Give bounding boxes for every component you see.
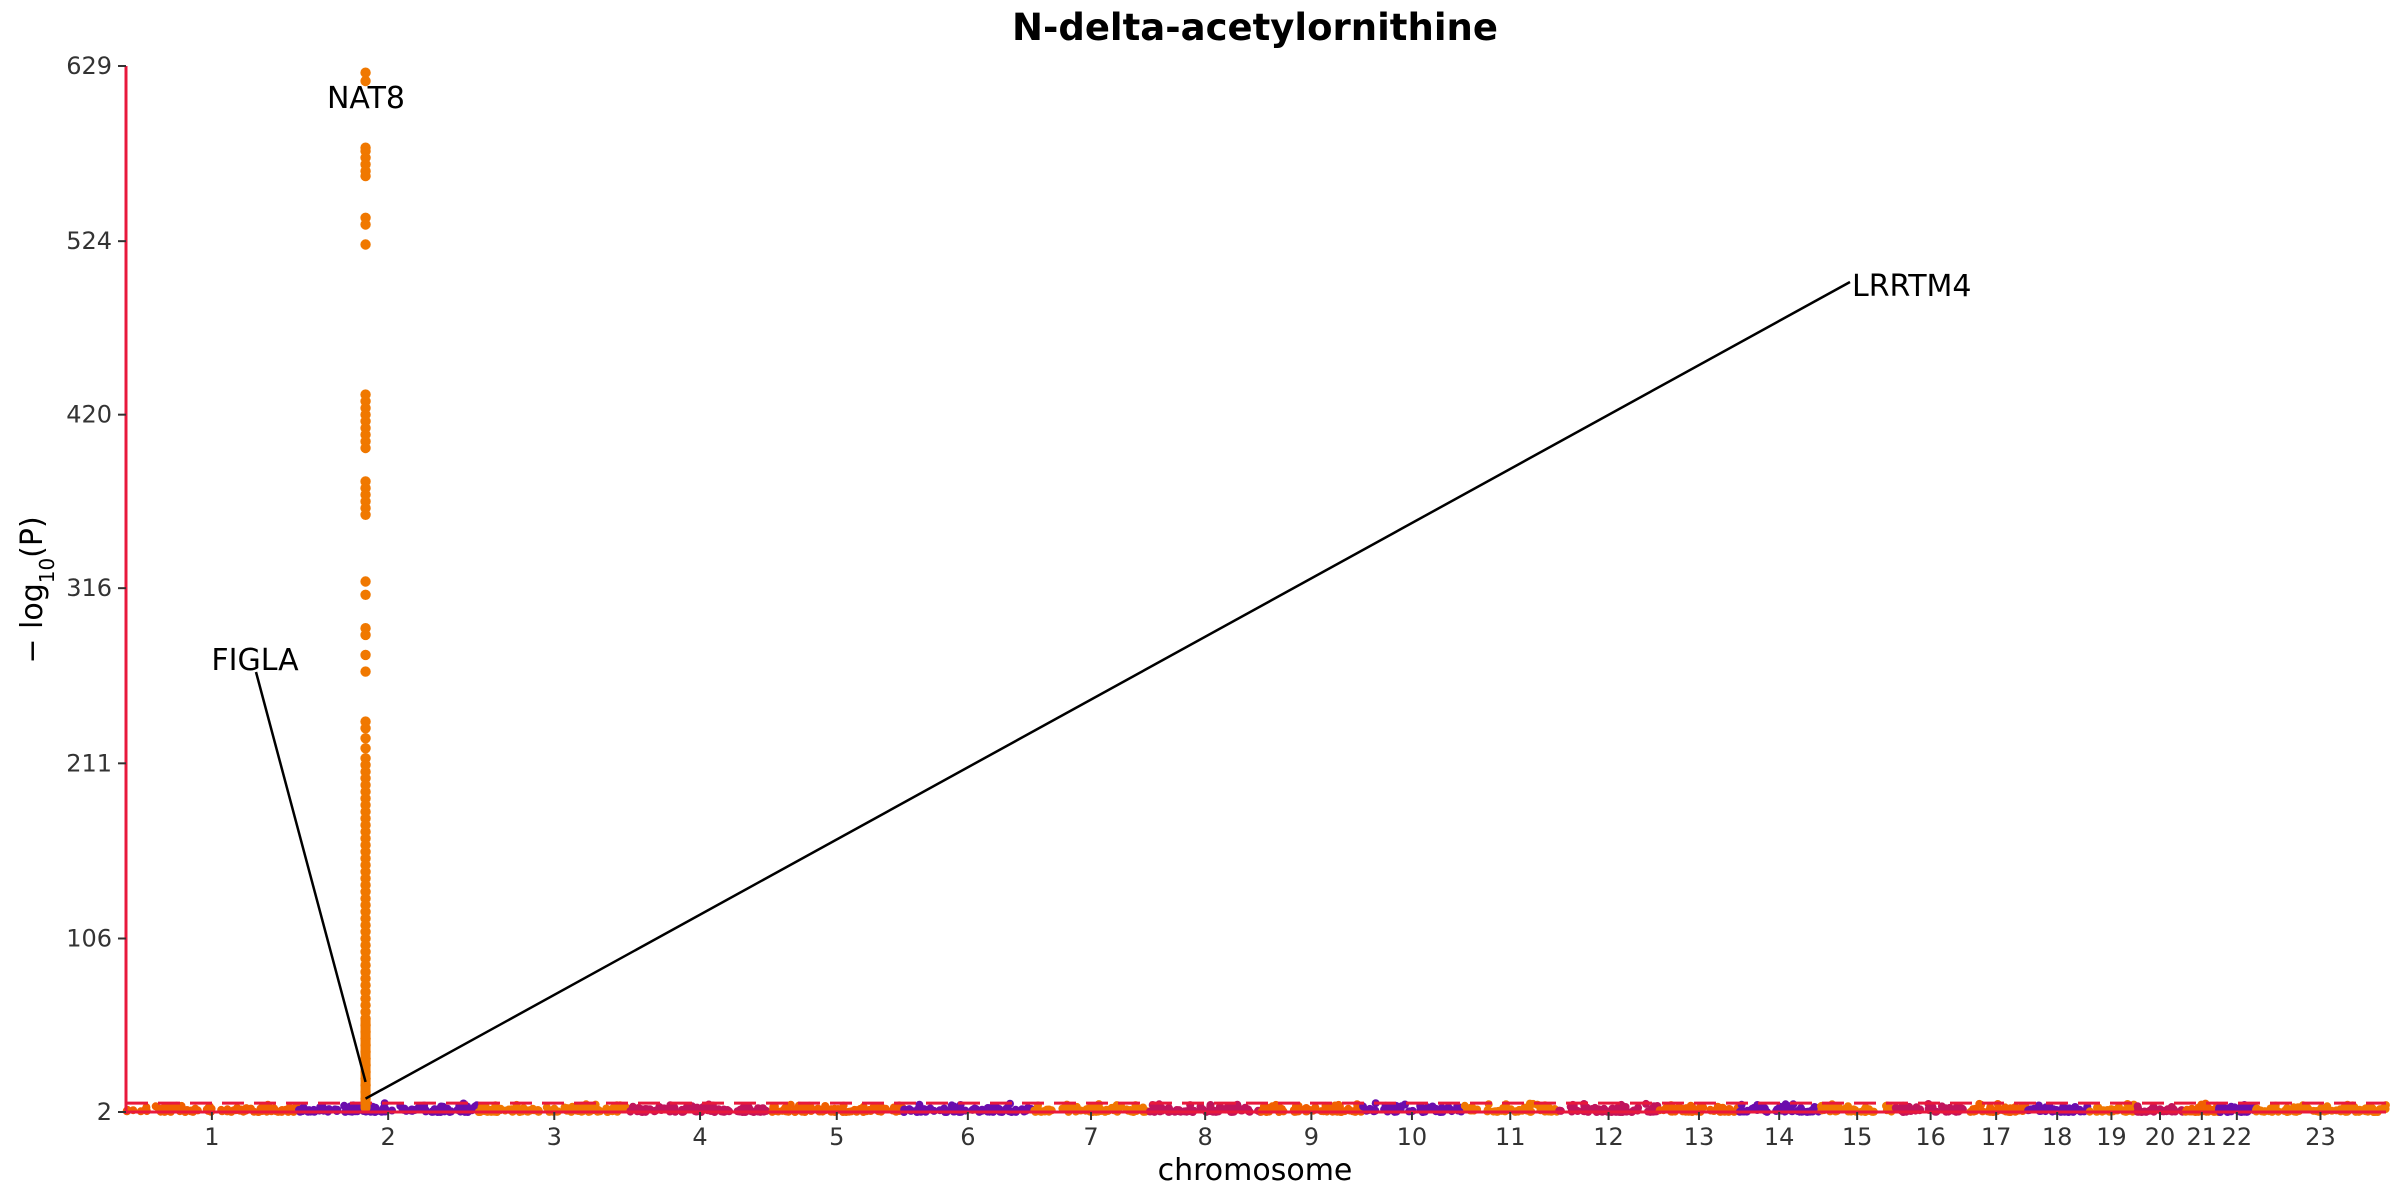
data-point [1206,1101,1215,1109]
data-point [360,239,371,250]
data-point [360,442,371,454]
y-tick-label: 106 [66,925,112,953]
data-point [1023,1103,1032,1112]
plot-area [122,67,2390,1116]
y-tick-label: 211 [66,749,112,777]
data-point [360,509,371,520]
x-tick-label: 19 [2096,1123,2127,1151]
data-point [1820,1103,1829,1112]
x-tick-label: 5 [829,1123,844,1151]
y-tick-label: 420 [66,401,112,429]
x-tick-label: 23 [2305,1123,2336,1151]
data-point [1386,1103,1395,1111]
data-point [1957,1104,1966,1113]
y-tick-label: 316 [66,574,112,602]
data-point [2283,1104,2291,1113]
data-point [786,1100,795,1109]
data-point [1272,1103,1281,1112]
x-axis-label: chromosome [1158,1153,1353,1188]
x-tick-label: 16 [1915,1123,1946,1151]
x-tick-label: 11 [1495,1123,1526,1151]
data-point [360,649,371,661]
data-point [759,1104,768,1113]
x-axis: 1 2 3 4 5 6 7 8 9 10 11 12 13 14 15 16 17 18 19 20 21 22 23 [126,1110,2386,1151]
chart-title: N-delta-acetylornithine [1012,6,1498,49]
data-point [360,589,371,600]
data-point [1986,1103,1995,1112]
data-point [360,219,371,230]
x-tick-label: 15 [1842,1123,1873,1151]
data-point [2065,1104,2074,1113]
peak-points [360,67,371,1112]
data-point [2294,1103,2302,1112]
data-point [340,1101,349,1110]
data-point [1699,1103,1708,1112]
annotation-leader-line [364,280,1851,1100]
data-point [2017,1102,2026,1111]
x-tick-label: 12 [1593,1123,1624,1151]
y-axis: 2 106 211 316 420 524 629 [66,52,128,1126]
data-point [360,629,371,641]
data-point [950,1102,958,1111]
x-tick-label: 22 [2222,1123,2253,1151]
data-point [360,576,371,587]
x-tick-label: 4 [692,1123,707,1151]
x-tick-label: 2 [381,1123,396,1151]
data-point [2093,1103,2101,1112]
x-tick-label: 20 [2145,1123,2176,1151]
x-tick-label: 10 [1397,1123,1428,1151]
y-tick-label: 629 [66,52,112,80]
annotation-label: LRRTM4 [1852,269,1972,304]
data-point [1241,1103,1250,1112]
annotation-label: NAT8 [327,81,405,116]
data-point [984,1104,993,1113]
x-tick-label: 8 [1198,1123,1213,1151]
data-point [360,733,371,744]
data-point [1397,1102,1406,1111]
data-point [1941,1104,1950,1113]
x-tick-label: 9 [1304,1123,1319,1151]
annotations: NAT8 FIGLA LRRTM4 [211,81,1972,1100]
data-point [1682,1104,1691,1113]
data-point [360,743,371,754]
y-tick-label: 2 [97,1098,112,1126]
x-tick-label: 14 [1764,1123,1795,1151]
x-tick-label: 3 [547,1123,562,1151]
annotation-label: FIGLA [211,643,299,678]
x-tick-label: 13 [1684,1123,1715,1151]
x-tick-label: 21 [2187,1123,2218,1151]
data-point [360,666,371,677]
chromosome-points-12 [1555,1099,1662,1116]
y-tick-label: 524 [66,227,112,255]
data-point [360,723,371,734]
data-point [360,67,371,78]
data-point [611,1102,620,1111]
data-point [1781,1100,1790,1109]
x-tick-label: 17 [1981,1123,2012,1151]
y-axis-label: − log10(P) [15,516,59,663]
data-point [660,1104,669,1113]
chromosome-points-6 [900,1099,1036,1116]
data-point [1325,1102,1334,1111]
x-tick-label: 18 [2042,1123,2073,1151]
data-point [1885,1103,1894,1112]
data-point [360,170,371,182]
data-point [2201,1099,2210,1108]
data-point [360,75,371,87]
x-tick-label: 1 [204,1123,219,1151]
annotation-leader-line [254,671,367,1083]
data-point [769,1103,778,1112]
x-tick-label: 7 [1083,1123,1098,1151]
x-tick-label: 6 [960,1123,975,1151]
data-point [568,1102,577,1111]
data-point [542,1103,551,1112]
peak-dense-points [360,1015,371,1112]
data-point [1634,1103,1643,1112]
